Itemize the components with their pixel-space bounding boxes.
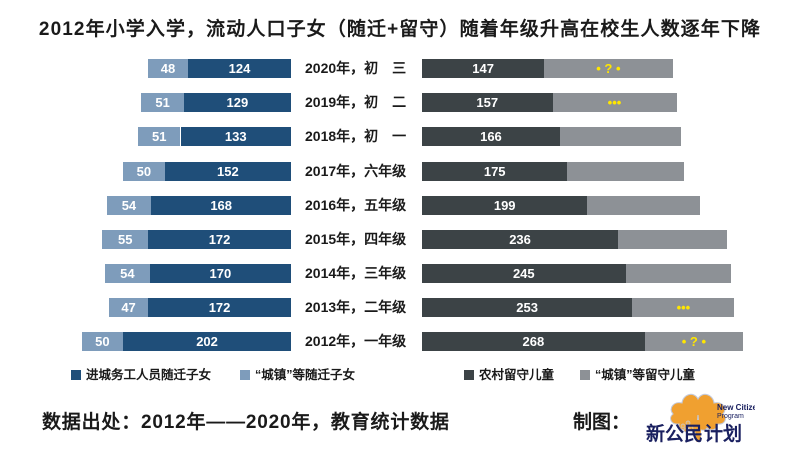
svg-text:计划: 计划 [704, 422, 742, 443]
svg-text:新公民: 新公民 [646, 422, 703, 443]
svg-text:Program: Program [717, 413, 744, 420]
svg-text:New Citizen: New Citizen [717, 403, 755, 412]
